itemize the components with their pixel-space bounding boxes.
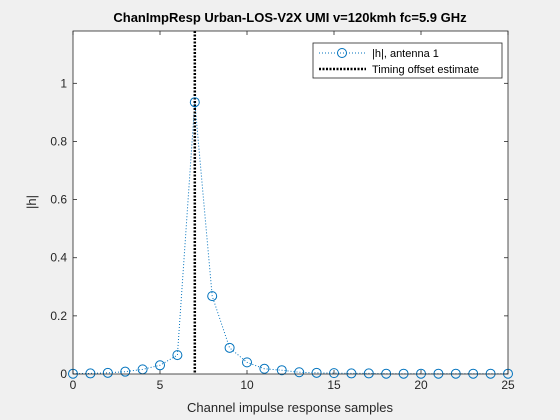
x-tick-label: 25 <box>501 378 515 392</box>
x-axis-label: Channel impulse response samples <box>187 400 393 415</box>
x-tick-label: 5 <box>157 378 164 392</box>
series-layer <box>68 31 513 379</box>
x-tick-label: 10 <box>240 378 254 392</box>
series-1-point <box>311 367 322 378</box>
series-1-point <box>276 365 287 376</box>
y-tick-label: 0.8 <box>50 134 67 148</box>
plot-frame <box>72 30 509 375</box>
x-ticks: 0 5 10 15 20 25 <box>70 31 515 392</box>
chart-title: ChanImpResp Urban-LOS-V2X UMI v=120kmh f… <box>113 10 467 25</box>
y-tick-label: 0 <box>60 367 67 381</box>
y-tick-label: 0.6 <box>50 193 67 207</box>
series-1-line <box>72 102 508 375</box>
y-axis-label: |h| <box>24 195 39 209</box>
series-1-point <box>189 97 200 108</box>
series-1-point <box>155 360 165 371</box>
series-1-point <box>346 368 357 379</box>
series-1-point <box>102 367 113 378</box>
x-tick-label: 20 <box>414 378 428 392</box>
series-1-point <box>259 363 270 374</box>
legend-marker-series-1 <box>337 48 347 58</box>
legend[interactable]: |h|, antenna 1 Timing offset estimate <box>312 42 503 79</box>
y-tick-label: 0.4 <box>50 251 67 265</box>
legend-label-series-2: Timing offset estimate <box>372 64 479 76</box>
series-1-point <box>329 368 339 379</box>
y-tick-label: 0.2 <box>50 309 67 323</box>
series-1-point <box>85 368 96 379</box>
series-1-point <box>294 367 305 378</box>
y-ticks: 0 0.2 0.4 0.6 0.8 1 <box>50 76 508 381</box>
plot-area <box>73 31 508 374</box>
legend-label-series-1: |h|, antenna 1 <box>372 48 439 60</box>
series-1-point <box>120 366 131 377</box>
series-1-point <box>172 350 183 361</box>
series-1-point <box>242 357 252 368</box>
series-1-point <box>224 342 235 353</box>
series-1-point <box>363 368 374 379</box>
series-1-point <box>207 291 218 302</box>
x-tick-label: 0 <box>70 378 77 392</box>
x-tick-label: 15 <box>327 378 341 392</box>
y-tick-label: 1 <box>60 76 67 90</box>
